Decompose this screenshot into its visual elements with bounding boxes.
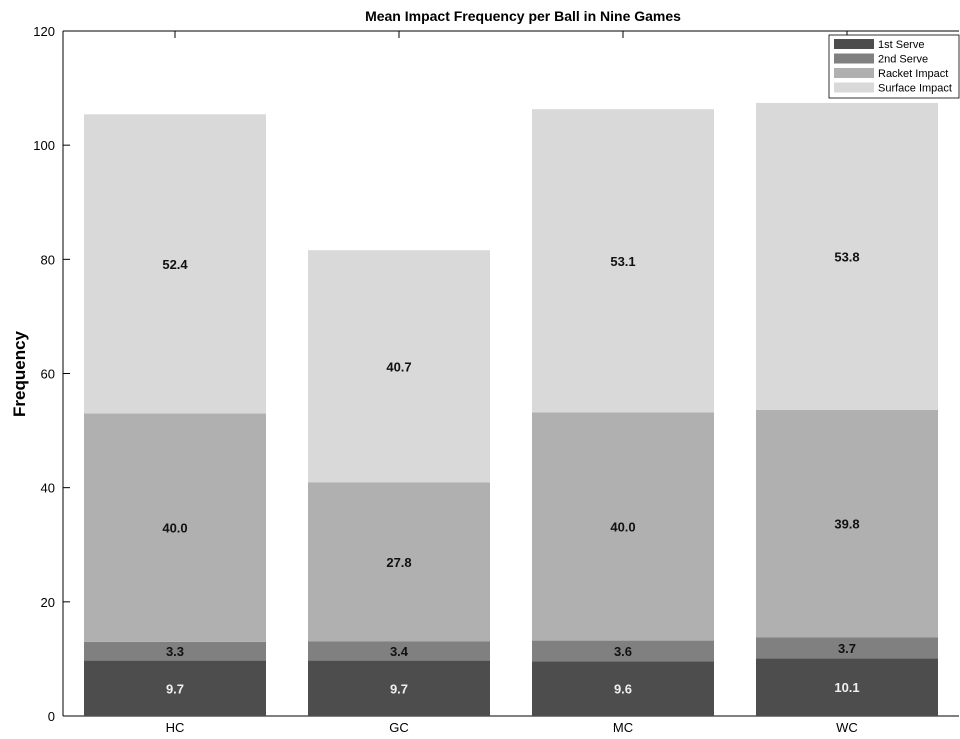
- y-tick-label: 40: [41, 481, 55, 496]
- legend-swatch: [834, 82, 874, 93]
- data-label: 3.4: [390, 644, 409, 659]
- bar-segment: [308, 660, 490, 716]
- bar-segment: [84, 660, 266, 716]
- bar-segment: [308, 250, 490, 483]
- legend-label: 2nd Serve: [878, 54, 928, 66]
- data-label: 3.3: [166, 644, 184, 659]
- data-label: 10.1: [834, 680, 859, 695]
- y-tick-label: 120: [33, 24, 55, 39]
- y-tick-label: 20: [41, 595, 55, 610]
- data-label: 53.1: [610, 254, 635, 269]
- legend-label: Surface Impact: [878, 83, 952, 95]
- data-label: 3.6: [614, 644, 632, 659]
- bar-segment: [756, 637, 938, 659]
- x-tick-label: HC: [166, 720, 185, 734]
- data-label: 39.8: [834, 517, 859, 532]
- data-label: 9.7: [390, 681, 408, 696]
- legend-swatch: [834, 53, 874, 64]
- data-label: 52.4: [162, 257, 188, 272]
- bar-segment: [756, 102, 938, 411]
- x-tick-label: GC: [389, 720, 409, 734]
- bar-segment: [756, 658, 938, 716]
- bar-segment: [532, 661, 714, 716]
- bar-segment: [308, 641, 490, 661]
- y-tick-label: 60: [41, 367, 55, 382]
- data-label: 40.0: [162, 521, 187, 536]
- bar-segment: [84, 641, 266, 661]
- legend-swatch: [834, 68, 874, 78]
- y-tick-label: 0: [48, 709, 55, 724]
- data-label: 9.7: [166, 681, 184, 696]
- data-label: 40.0: [610, 520, 635, 535]
- bars: 9.7 3.3 40.0 52.4 9.7 3.4 27.8 40.7 9.6 3.6 40.0 53…: [84, 102, 938, 716]
- bar-segment: [308, 482, 490, 642]
- bar-segment: [84, 413, 266, 642]
- data-label: 53.8: [834, 250, 859, 265]
- y-axis-label: Frequency: [10, 330, 29, 417]
- bar-segment: [532, 109, 714, 413]
- bar-segment: [532, 412, 714, 641]
- legend: 1st Serve 2nd Serve Racket Impact Surface I…: [828, 34, 960, 99]
- bar-segment: [532, 640, 714, 662]
- y-tick-label: 80: [41, 252, 55, 267]
- legend-label: Racket Impact: [878, 68, 948, 80]
- bar-segment: [84, 114, 266, 414]
- data-label: 9.6: [614, 682, 632, 697]
- x-tick-label: WC: [836, 720, 858, 734]
- bar-segment: [756, 410, 938, 638]
- data-label: 40.7: [386, 359, 411, 374]
- y-tick-label: 100: [33, 138, 55, 153]
- legend-swatch: [834, 39, 874, 49]
- x-tick-label: MC: [613, 720, 633, 734]
- legend-label: 1st Serve: [878, 39, 924, 51]
- data-label: 27.8: [386, 555, 411, 570]
- chart-title: Mean Impact Frequency per Ball in Nine G…: [365, 8, 681, 24]
- data-label: 3.7: [838, 641, 856, 656]
